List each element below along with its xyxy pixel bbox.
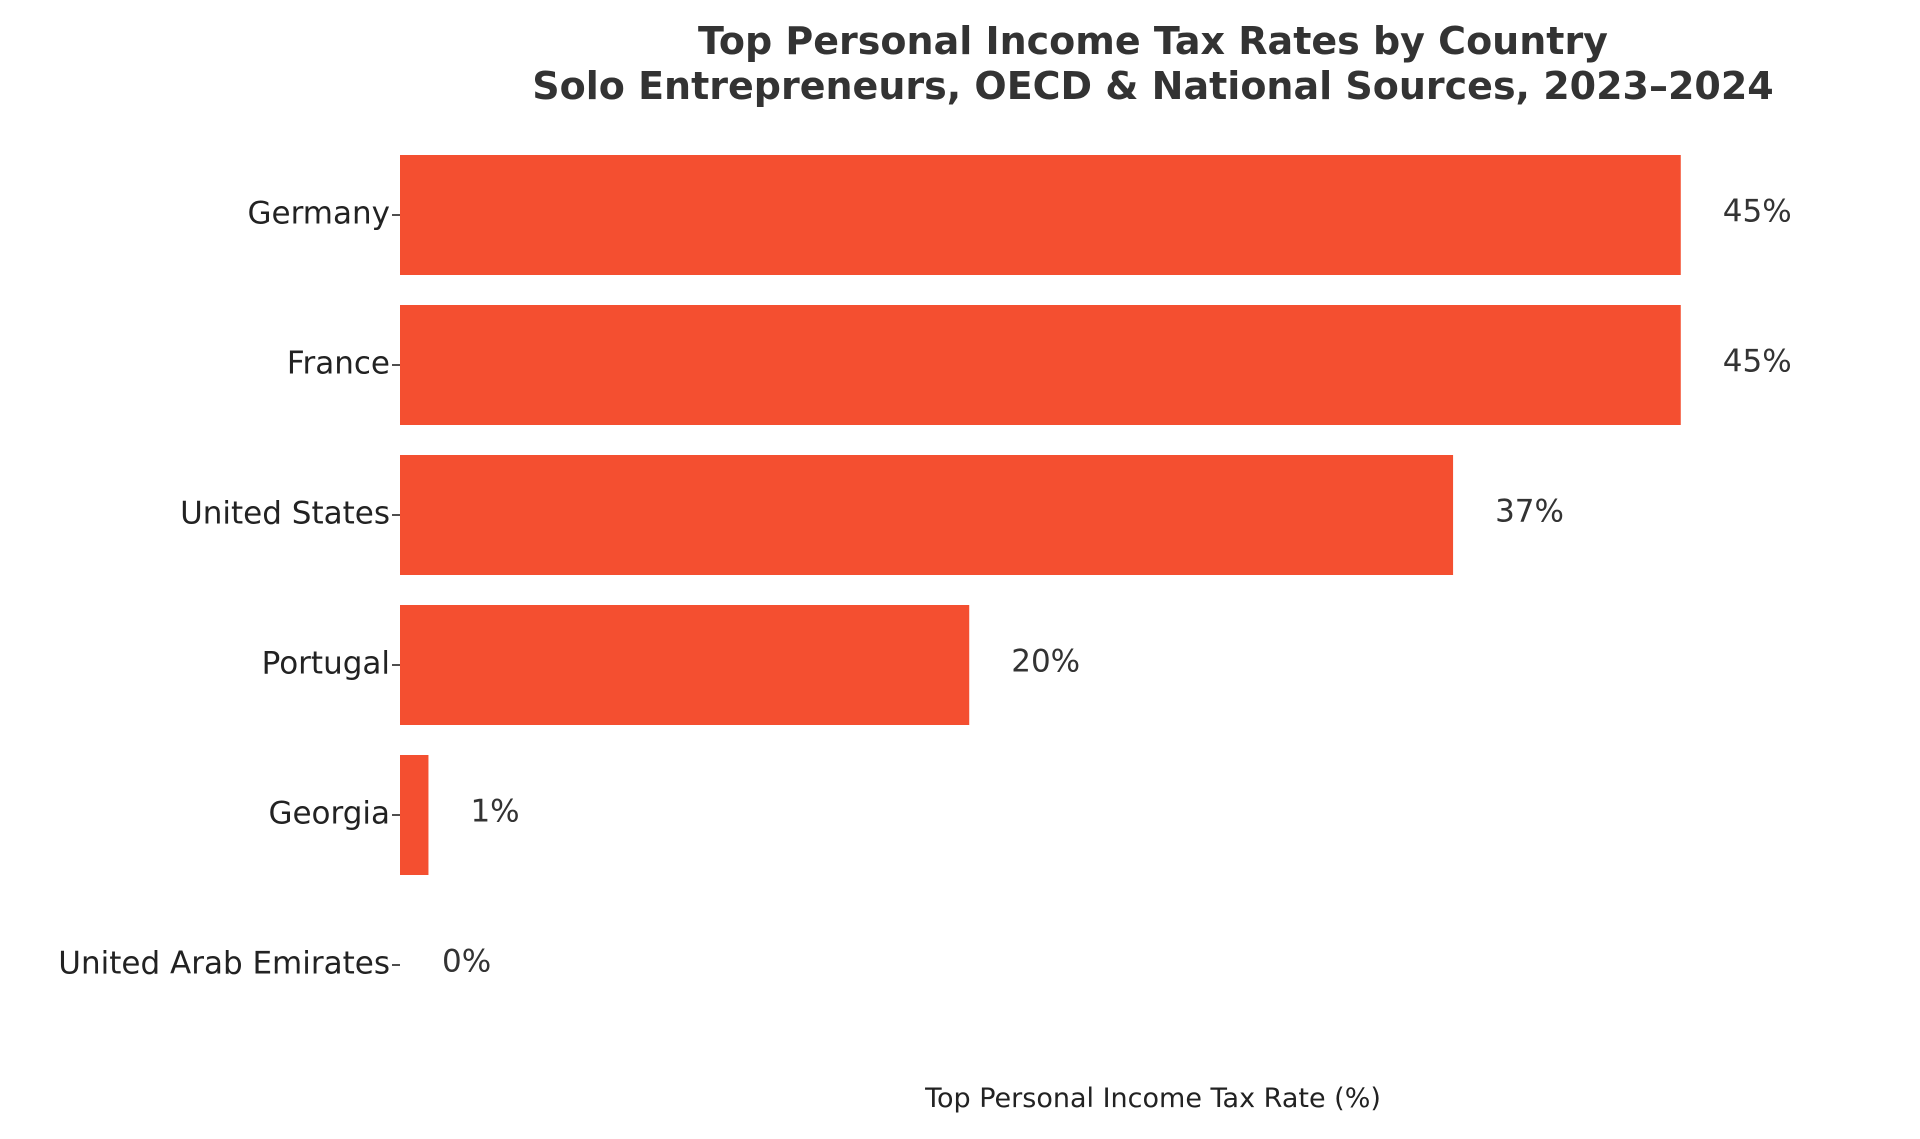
category-label-united-states: United States [180,496,390,532]
y-axis: Germany France United States Portugal Georgi… [58,196,400,982]
value-labels-group: 45% 45% 37% 20% 1% 0% [442,194,1792,980]
category-label-united-arab-emirates: United Arab Emirates [58,946,390,982]
value-label-united-arab-emirates: 0% [442,944,491,980]
bar-france [400,305,1681,425]
value-label-united-states: 37% [1495,494,1564,530]
bars-group [400,155,1681,875]
category-label-georgia: Georgia [268,796,390,832]
category-label-portugal: Portugal [262,646,390,682]
x-axis-label: Top Personal Income Tax Rate (%) [924,1083,1381,1114]
category-label-germany: Germany [248,196,390,232]
bar-portugal [400,605,970,725]
value-label-france: 45% [1723,344,1792,380]
category-label-france: France [287,346,390,382]
bar-germany [400,155,1681,275]
chart-title: Top Personal Income Tax Rates by Country [698,19,1608,63]
value-label-georgia: 1% [470,794,519,830]
bar-united-states [400,455,1454,575]
value-label-portugal: 20% [1011,644,1080,680]
bar-georgia [400,755,429,875]
value-label-germany: 45% [1723,194,1792,230]
chart-subtitle: Solo Entrepreneurs, OECD & National Sour… [532,64,1774,108]
